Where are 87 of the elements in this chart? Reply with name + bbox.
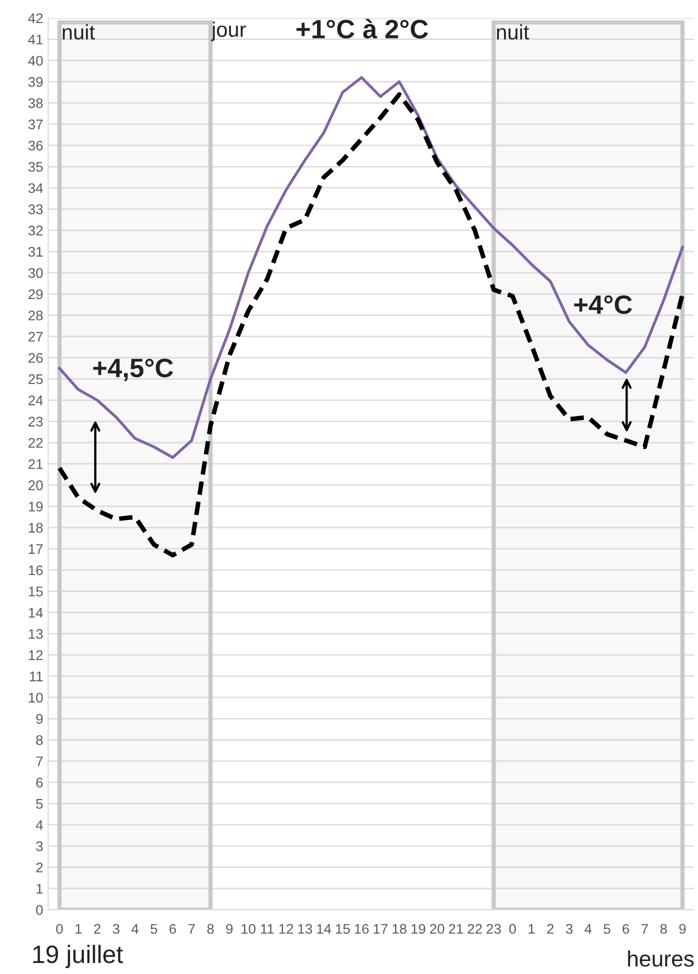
x-tick-label: 2 <box>94 924 100 934</box>
y-tick-label: 7 <box>36 756 43 766</box>
y-tick-label: 37 <box>28 120 43 130</box>
x-tick-label: 14 <box>317 924 332 934</box>
x-tick-label: 6 <box>622 924 630 934</box>
x-tick-label: 22 <box>468 924 482 934</box>
x-tick-label: 20 <box>430 924 444 934</box>
y-tick-label: 23 <box>28 416 43 427</box>
band-label: nuit <box>62 24 95 40</box>
y-tick-label: 1 <box>36 884 43 894</box>
annotation: jour <box>211 22 246 42</box>
y-tick-label: 11 <box>30 672 43 682</box>
y-tick-label: 24 <box>28 396 43 406</box>
y-tick-label: 4 <box>36 820 43 830</box>
x-tick-label: 5 <box>604 924 610 934</box>
x-tick-label: 19 <box>412 924 426 934</box>
y-tick-label: 6 <box>36 778 43 788</box>
x-tick-label: 0 <box>56 924 63 934</box>
annotation: +4°C <box>574 295 632 314</box>
x-tick-label: 1 <box>528 924 535 934</box>
x-tick-label: 7 <box>642 924 648 934</box>
y-tick-label: 32 <box>28 226 43 236</box>
x-tick-label: 9 <box>226 924 233 934</box>
y-tick-label: 30 <box>28 268 43 278</box>
y-tick-label: 22 <box>28 438 43 448</box>
y-tick-label: 17 <box>28 544 43 554</box>
x-tick-label: 12 <box>279 924 294 934</box>
y-tick-label: 2 <box>36 862 43 872</box>
annotation: +1°C à 2°C <box>296 18 428 38</box>
x-tick-label: 16 <box>354 924 369 934</box>
line-series <box>58 76 684 459</box>
y-tick-label: 10 <box>28 692 43 703</box>
x-tick-label: 6 <box>170 924 176 934</box>
y-tick-label: 42 <box>28 13 43 24</box>
y-tick-label: 35 <box>28 162 43 172</box>
x-tick-label: 8 <box>660 924 667 934</box>
x-tick-label: 2 <box>547 924 554 934</box>
x-tick-label: 11 <box>261 924 274 934</box>
y-tick-label: 14 <box>28 608 43 618</box>
y-tick-label: 26 <box>28 353 43 363</box>
y-tick-label: 5 <box>36 799 43 809</box>
y-tick-label: 38 <box>28 98 43 108</box>
annotation: +4,5°C <box>93 358 174 382</box>
x-tick-label: 1 <box>76 924 82 934</box>
y-tick-label: 25 <box>28 374 43 384</box>
y-tick-label: 29 <box>28 289 43 300</box>
x-tick-label: 4 <box>131 924 138 934</box>
x-tick-label: 21 <box>448 924 463 934</box>
y-tick-label: 13 <box>28 629 43 639</box>
y-tick-label: 9 <box>36 714 43 724</box>
y-tick-label: 28 <box>28 310 43 320</box>
x-tick-label: 10 <box>242 924 256 934</box>
y-tick-label: 12 <box>28 650 43 660</box>
x-tick-label: 13 <box>298 924 312 934</box>
y-tick-label: 8 <box>36 735 43 746</box>
x-axis-title: heures <box>628 950 694 967</box>
x-tick-label: 0 <box>509 924 516 934</box>
x-tick-label: 17 <box>374 924 388 934</box>
x-tick-label: 5 <box>150 924 158 934</box>
y-tick-label: 34 <box>28 183 43 194</box>
y-tick-label: 20 <box>28 480 43 490</box>
y-tick-label: 3 <box>36 841 43 852</box>
y-tick-label: 31 <box>28 246 43 257</box>
y-tick-label: 36 <box>28 140 43 151</box>
x-tick-label: 8 <box>207 924 214 934</box>
y-tick-label: 15 <box>28 586 43 596</box>
x-tick-label: 4 <box>584 924 592 934</box>
y-tick-label: 33 <box>28 204 43 214</box>
x-tick-label: 7 <box>188 924 195 934</box>
x-tick-label: 9 <box>679 924 686 934</box>
line-series <box>57 92 685 558</box>
y-tick-label: 18 <box>28 522 43 533</box>
y-tick-label: 19 <box>28 502 43 512</box>
y-tick-label: 41 <box>28 34 43 44</box>
y-tick-label: 40 <box>28 56 43 66</box>
y-tick-label: 0 <box>36 905 43 915</box>
y-tick-label: 21 <box>28 459 43 469</box>
text: 19 juillet <box>33 944 123 968</box>
y-tick-label: 27 <box>28 332 43 342</box>
x-tick-label: 23 <box>486 924 501 934</box>
y-tick-label: 39 <box>28 77 43 87</box>
y-tick-label: 16 <box>28 565 43 576</box>
x-tick-label: 3 <box>566 924 572 934</box>
x-tick-label: 3 <box>112 924 120 934</box>
x-tick-label: 15 <box>336 924 350 934</box>
band-label: nuit <box>497 24 530 40</box>
x-tick-label: 18 <box>392 924 406 934</box>
